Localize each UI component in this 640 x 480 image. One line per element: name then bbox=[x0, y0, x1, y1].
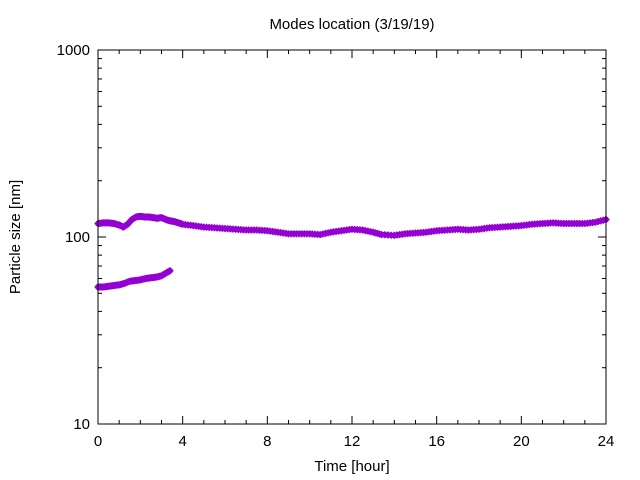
data-markers bbox=[94, 212, 610, 291]
chart-title: Modes location (3/19/19) bbox=[269, 16, 434, 33]
x-tick-label: 12 bbox=[344, 433, 361, 450]
x-tick-label: 0 bbox=[94, 433, 102, 450]
axis-ticks bbox=[97, 49, 607, 425]
data-point-cross bbox=[166, 267, 174, 275]
x-tick-label: 20 bbox=[513, 433, 530, 450]
x-tick-label: 16 bbox=[428, 433, 445, 450]
x-tick-label: 8 bbox=[263, 433, 271, 450]
tick-labels: 0 4 8 12 16 20 24 10 100 1000 bbox=[57, 42, 615, 450]
series-2 bbox=[94, 267, 174, 291]
y-tick-label: 10 bbox=[73, 416, 90, 433]
y-axis-label: Particle size [nm] bbox=[7, 180, 24, 294]
plot-frame bbox=[97, 49, 607, 425]
x-tick-label: 4 bbox=[178, 433, 186, 450]
x-tick-label: 24 bbox=[598, 433, 615, 450]
series-1 bbox=[94, 212, 610, 239]
y-tick-label: 1000 bbox=[57, 42, 90, 59]
y-tick-label: 100 bbox=[65, 229, 90, 246]
x-axis-label: Time [hour] bbox=[314, 458, 389, 475]
